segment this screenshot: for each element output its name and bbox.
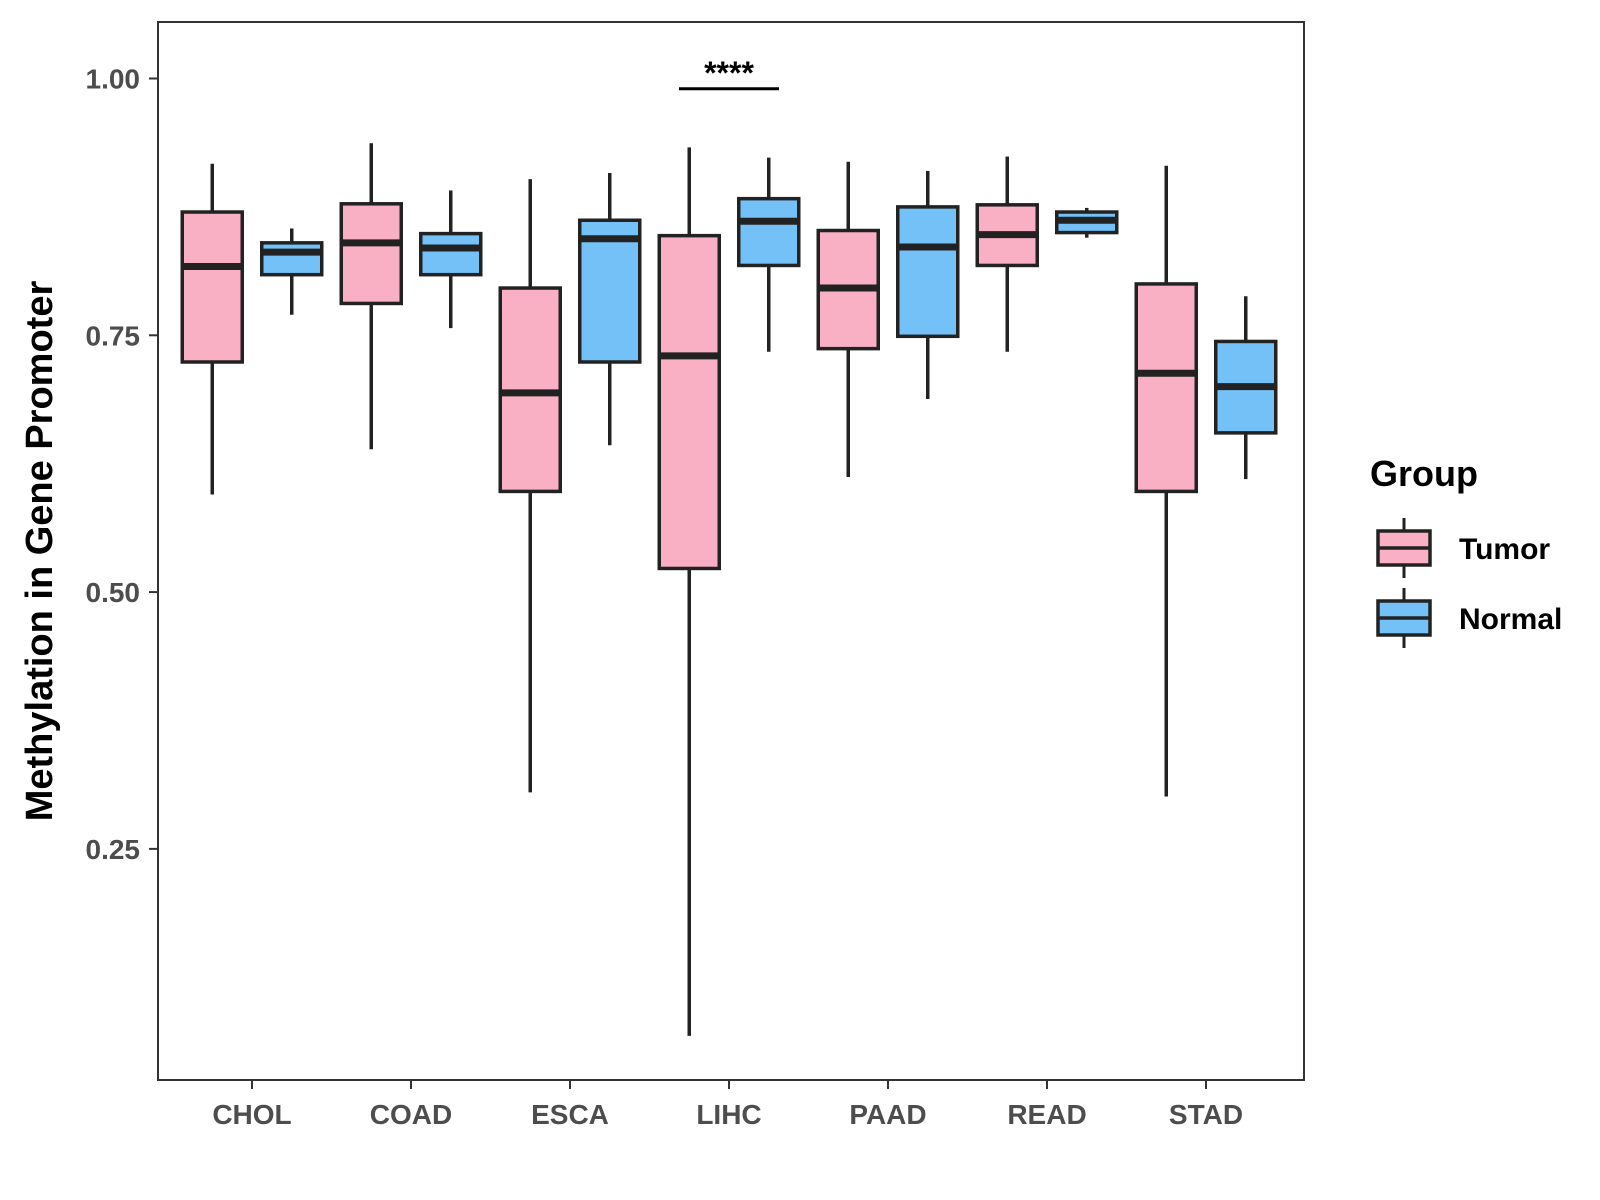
box-tumor-paad (816, 161, 880, 478)
box-body (657, 233, 721, 571)
box-normal-paad (896, 170, 960, 399)
box-tumor-chol (180, 163, 244, 495)
legend-label-tumor: Tumor (1459, 533, 1550, 566)
box-normal-stad (1214, 296, 1278, 480)
box-body (737, 196, 801, 268)
box-body (419, 231, 483, 277)
box-tumor-stad (1134, 165, 1198, 797)
significance-annotations: **** (679, 55, 779, 91)
plot-panel (157, 21, 1305, 1081)
box-normal-chol (260, 228, 324, 315)
box-body (896, 205, 960, 339)
y-tick-label: 0.75 (86, 320, 141, 351)
x-tick-label: LIHC (696, 1099, 761, 1130)
series-tumor (180, 143, 1198, 1036)
y-axis-title: Methylation in Gene Promoter (19, 281, 61, 822)
box-body (578, 218, 642, 364)
x-tick-label: PAAD (849, 1099, 926, 1130)
series-normal (260, 157, 1278, 480)
boxes-layer (180, 143, 1278, 1036)
box-tumor-coad (339, 143, 403, 450)
box-normal-esca (578, 172, 642, 446)
x-tick-label: STAD (1169, 1099, 1243, 1130)
box-body (1134, 282, 1198, 494)
box-normal-coad (419, 190, 483, 329)
x-axis: CHOL COAD ESCA LIHC PAAD READ STAD (212, 1080, 1243, 1130)
significance-label: **** (704, 55, 754, 91)
legend-title: Group (1370, 453, 1478, 494)
y-axis: 0.25 0.50 0.75 1.00 (86, 63, 158, 865)
x-tick-label: CHOL (212, 1099, 291, 1130)
box-body (339, 202, 403, 306)
legend-label-normal: Normal (1459, 603, 1562, 636)
x-tick-label: ESCA (531, 1099, 609, 1130)
box-normal-read (1055, 207, 1119, 238)
y-tick-label: 0.25 (86, 834, 141, 865)
legend-key-tumor (1376, 518, 1432, 578)
box-tumor-esca (498, 179, 562, 793)
legend-key-normal (1376, 588, 1432, 648)
box-normal-lihc (737, 157, 801, 352)
box-tumor-read (975, 156, 1039, 352)
x-tick-label: COAD (370, 1099, 452, 1130)
box-tumor-lihc (657, 147, 721, 1036)
legend: Group Tumor Normal (1370, 453, 1562, 648)
y-tick-label: 1.00 (86, 63, 141, 94)
box-body (260, 241, 324, 277)
y-tick-label: 0.50 (86, 577, 141, 608)
box-body (180, 210, 244, 364)
x-tick-label: READ (1007, 1099, 1086, 1130)
